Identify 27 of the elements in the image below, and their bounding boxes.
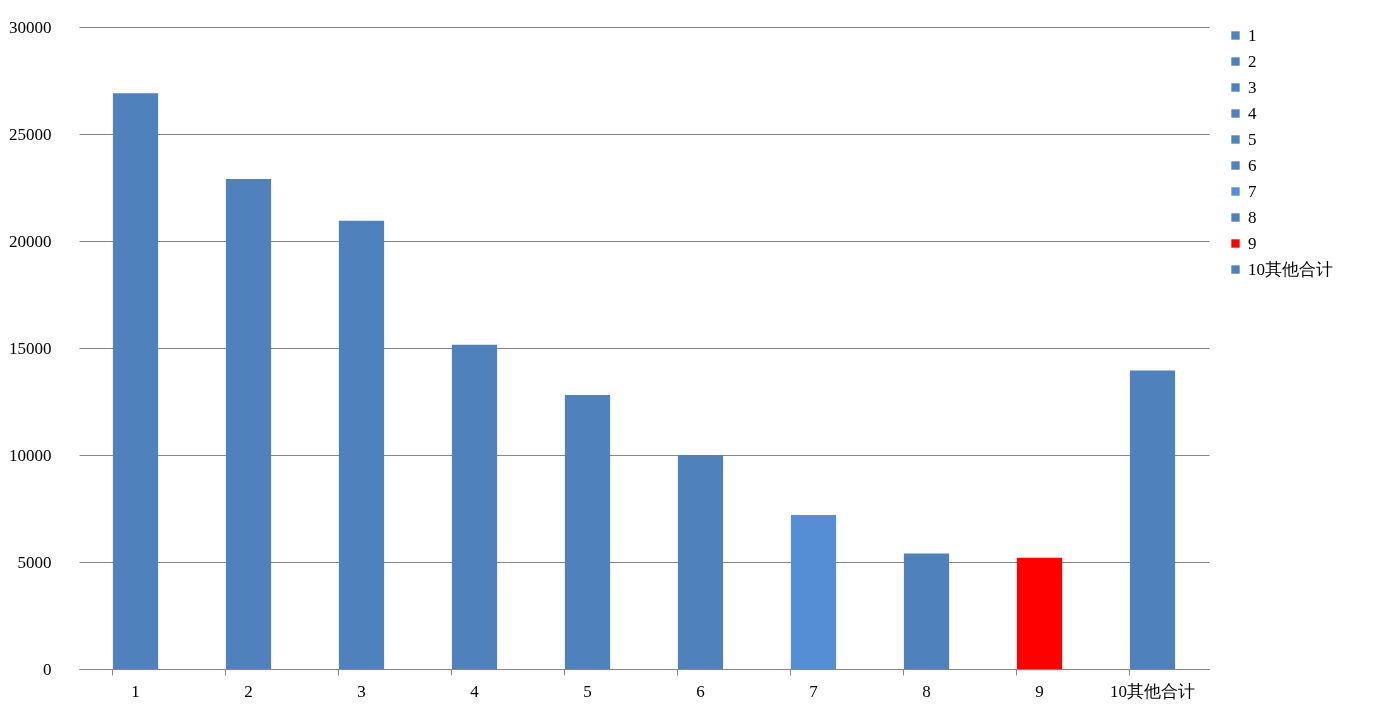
legend-label: 10其他合计 <box>1248 259 1333 279</box>
legend-label: 1 <box>1248 25 1257 45</box>
x-tick-label: 10其他合计 <box>1110 681 1195 701</box>
y-tick-label: 15000 <box>9 338 52 358</box>
x-tick-label: 8 <box>922 681 931 701</box>
legend-label: 8 <box>1248 207 1257 227</box>
legend-label: 3 <box>1248 77 1257 97</box>
legend-label: 7 <box>1248 181 1257 201</box>
y-tick-label: 10000 <box>9 445 52 465</box>
y-tick-label: 20000 <box>9 231 52 251</box>
y-tick-label: 5000 <box>17 552 52 572</box>
x-tick-label: 3 <box>357 681 366 701</box>
legend-label: 5 <box>1248 129 1257 149</box>
x-tick-label: 2 <box>244 681 253 701</box>
y-tick-label: 30000 <box>9 17 52 37</box>
x-tick-label: 5 <box>583 681 592 701</box>
x-tick-label: 9 <box>1035 681 1044 701</box>
legend-label: 4 <box>1248 103 1257 123</box>
x-tick-label: 7 <box>809 681 819 701</box>
legend-label: 9 <box>1248 233 1257 253</box>
x-tick-label: 4 <box>470 681 480 701</box>
legend-label: 6 <box>1248 155 1257 175</box>
legend-label: 2 <box>1248 51 1257 71</box>
y-tick-label: 0 <box>43 659 52 679</box>
x-tick-label: 6 <box>696 681 705 701</box>
y-tick-label: 25000 <box>9 124 52 144</box>
x-tick-label: 1 <box>131 681 140 701</box>
